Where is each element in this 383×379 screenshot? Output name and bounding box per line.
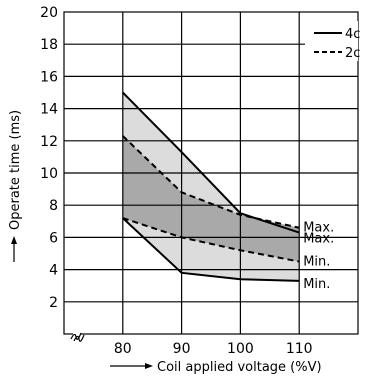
end-label: Min. (303, 277, 330, 292)
x-tick-label: 100 (227, 341, 254, 357)
fill-bands (122, 92, 300, 281)
y-axis-arrow-head (11, 236, 17, 244)
legend-box (305, 21, 358, 61)
y-tick-labels: 2 4 6 8 10 12 14 16 18 20 (40, 5, 58, 311)
x-tick-label: 110 (286, 341, 313, 357)
y-tick-label: 14 (40, 102, 58, 118)
y-axis-label: Operate time (ms) (8, 110, 23, 230)
x-tick-labels: 80 90 100 110 (114, 341, 313, 357)
grid-lines (64, 12, 358, 334)
legend-4c-label: 4c (345, 27, 360, 42)
y-tick-label: 12 (40, 134, 58, 150)
series-lines (122, 91, 300, 282)
series-line-4c-max (122, 91, 300, 234)
series-line-4c-min (122, 217, 300, 282)
end-label: Max. (303, 232, 334, 247)
legend-2c-label: 2c (345, 46, 360, 61)
series-line-2c-min (122, 217, 300, 263)
y-tick-label: 20 (40, 5, 58, 21)
legend: 4c 2c (305, 21, 360, 61)
series-line-2c-max (122, 135, 300, 229)
y-tick-label: 2 (49, 295, 58, 311)
x-axis-title: Coil applied voltage (%V) (110, 360, 322, 375)
end-label: Min. (303, 255, 330, 270)
axis-break-squiggle (73, 334, 85, 342)
y-tick-label: 4 (49, 263, 58, 279)
axis-break-mark (70, 328, 85, 342)
y-tick-label: 8 (49, 198, 58, 214)
y-tick-label: 16 (40, 69, 58, 85)
x-tick-label: 90 (173, 341, 191, 357)
y-tick-label: 18 (40, 37, 58, 53)
y-tick-label: 10 (40, 166, 58, 182)
band-2c (122, 135, 300, 262)
x-tick-label: 80 (114, 341, 132, 357)
series-end-labels: Max.Max. Min. Min. (303, 221, 334, 292)
plot-frame (63, 11, 359, 335)
end-label: Max. (303, 221, 334, 236)
y-axis-title: Operate time (ms) (8, 110, 23, 262)
x-axis-arrow-head (145, 363, 153, 369)
y-tick-label: 6 (49, 230, 58, 246)
x-axis-label: Coil applied voltage (%V) (157, 360, 322, 375)
axis-break-gap (73, 328, 81, 340)
